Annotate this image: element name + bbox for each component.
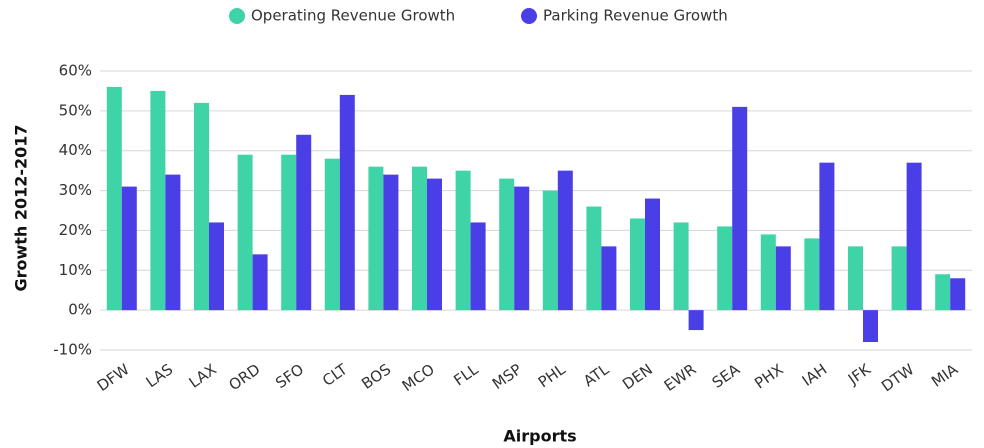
x-tick-label: DTW (878, 360, 918, 395)
x-tick-label: DFW (94, 360, 133, 395)
bar (601, 246, 617, 311)
x-tick-label: JFK (844, 360, 875, 389)
bar (717, 226, 733, 311)
y-axis-title: Growth 2012-2017 (12, 124, 31, 291)
bar (732, 106, 748, 311)
bar (848, 246, 863, 311)
bar (804, 238, 820, 311)
bar (324, 158, 340, 311)
x-tick-label: MIA (928, 360, 962, 391)
bar (906, 162, 922, 311)
bar (427, 178, 442, 311)
bar (688, 310, 704, 331)
bar (237, 154, 253, 311)
bar (586, 206, 602, 311)
bar (514, 186, 530, 311)
legend-swatch (229, 8, 245, 24)
bar (470, 222, 486, 311)
x-tick-label: PHL (535, 360, 569, 392)
bar (542, 190, 558, 311)
x-tick-label: MSP (489, 360, 525, 393)
bar (891, 246, 907, 311)
x-tick-label: ORD (225, 360, 263, 394)
bar (121, 186, 137, 311)
y-tick-label: 60% (59, 62, 92, 80)
bar (209, 222, 224, 311)
x-tick-label: BOS (358, 360, 394, 393)
legend-swatch (521, 8, 537, 24)
x-tick-label: PHX (751, 360, 786, 392)
y-tick-label: 10% (59, 261, 92, 279)
bar (673, 222, 689, 311)
y-tick-label: 30% (59, 181, 92, 199)
bar (935, 274, 951, 311)
bar (950, 278, 966, 311)
bar (412, 166, 427, 311)
y-tick-label: 20% (59, 221, 92, 239)
x-tick-label: IAH (799, 360, 831, 390)
bar (863, 310, 878, 343)
bar (819, 162, 835, 311)
x-tick-label: SEA (709, 360, 744, 392)
bar (296, 134, 312, 311)
bar (455, 170, 471, 311)
bar (368, 166, 384, 311)
y-tick-label: 0% (68, 301, 92, 319)
bar (557, 170, 573, 311)
bar (630, 218, 645, 311)
x-tick-label: SFO (272, 360, 307, 392)
x-axis-title: Airports (503, 427, 576, 446)
y-tick-label: -10% (53, 341, 92, 359)
x-tick-label: EWR (661, 360, 700, 395)
x-tick-label: LAS (143, 360, 177, 391)
y-tick-label: 40% (59, 141, 92, 159)
x-tick-label: LAX (186, 360, 220, 392)
bar (775, 246, 791, 311)
bar (760, 234, 776, 311)
x-tick-label: CLT (319, 360, 351, 390)
x-tick-label: ATL (580, 360, 613, 390)
legend-label: Parking Revenue Growth (543, 7, 728, 25)
bar (339, 94, 355, 311)
bar (194, 102, 209, 311)
bar (106, 86, 122, 311)
x-tick-label: MCO (399, 360, 438, 395)
x-tick-label: FLL (450, 360, 482, 390)
bar (645, 198, 660, 311)
legend-label: Operating Revenue Growth (251, 7, 455, 25)
x-tick-label: DEN (619, 360, 656, 393)
bar (165, 174, 181, 311)
bar (499, 178, 515, 311)
bar (252, 254, 268, 311)
bar (150, 90, 166, 311)
bar (383, 174, 399, 311)
y-tick-label: 50% (59, 101, 92, 119)
bar (281, 154, 297, 311)
